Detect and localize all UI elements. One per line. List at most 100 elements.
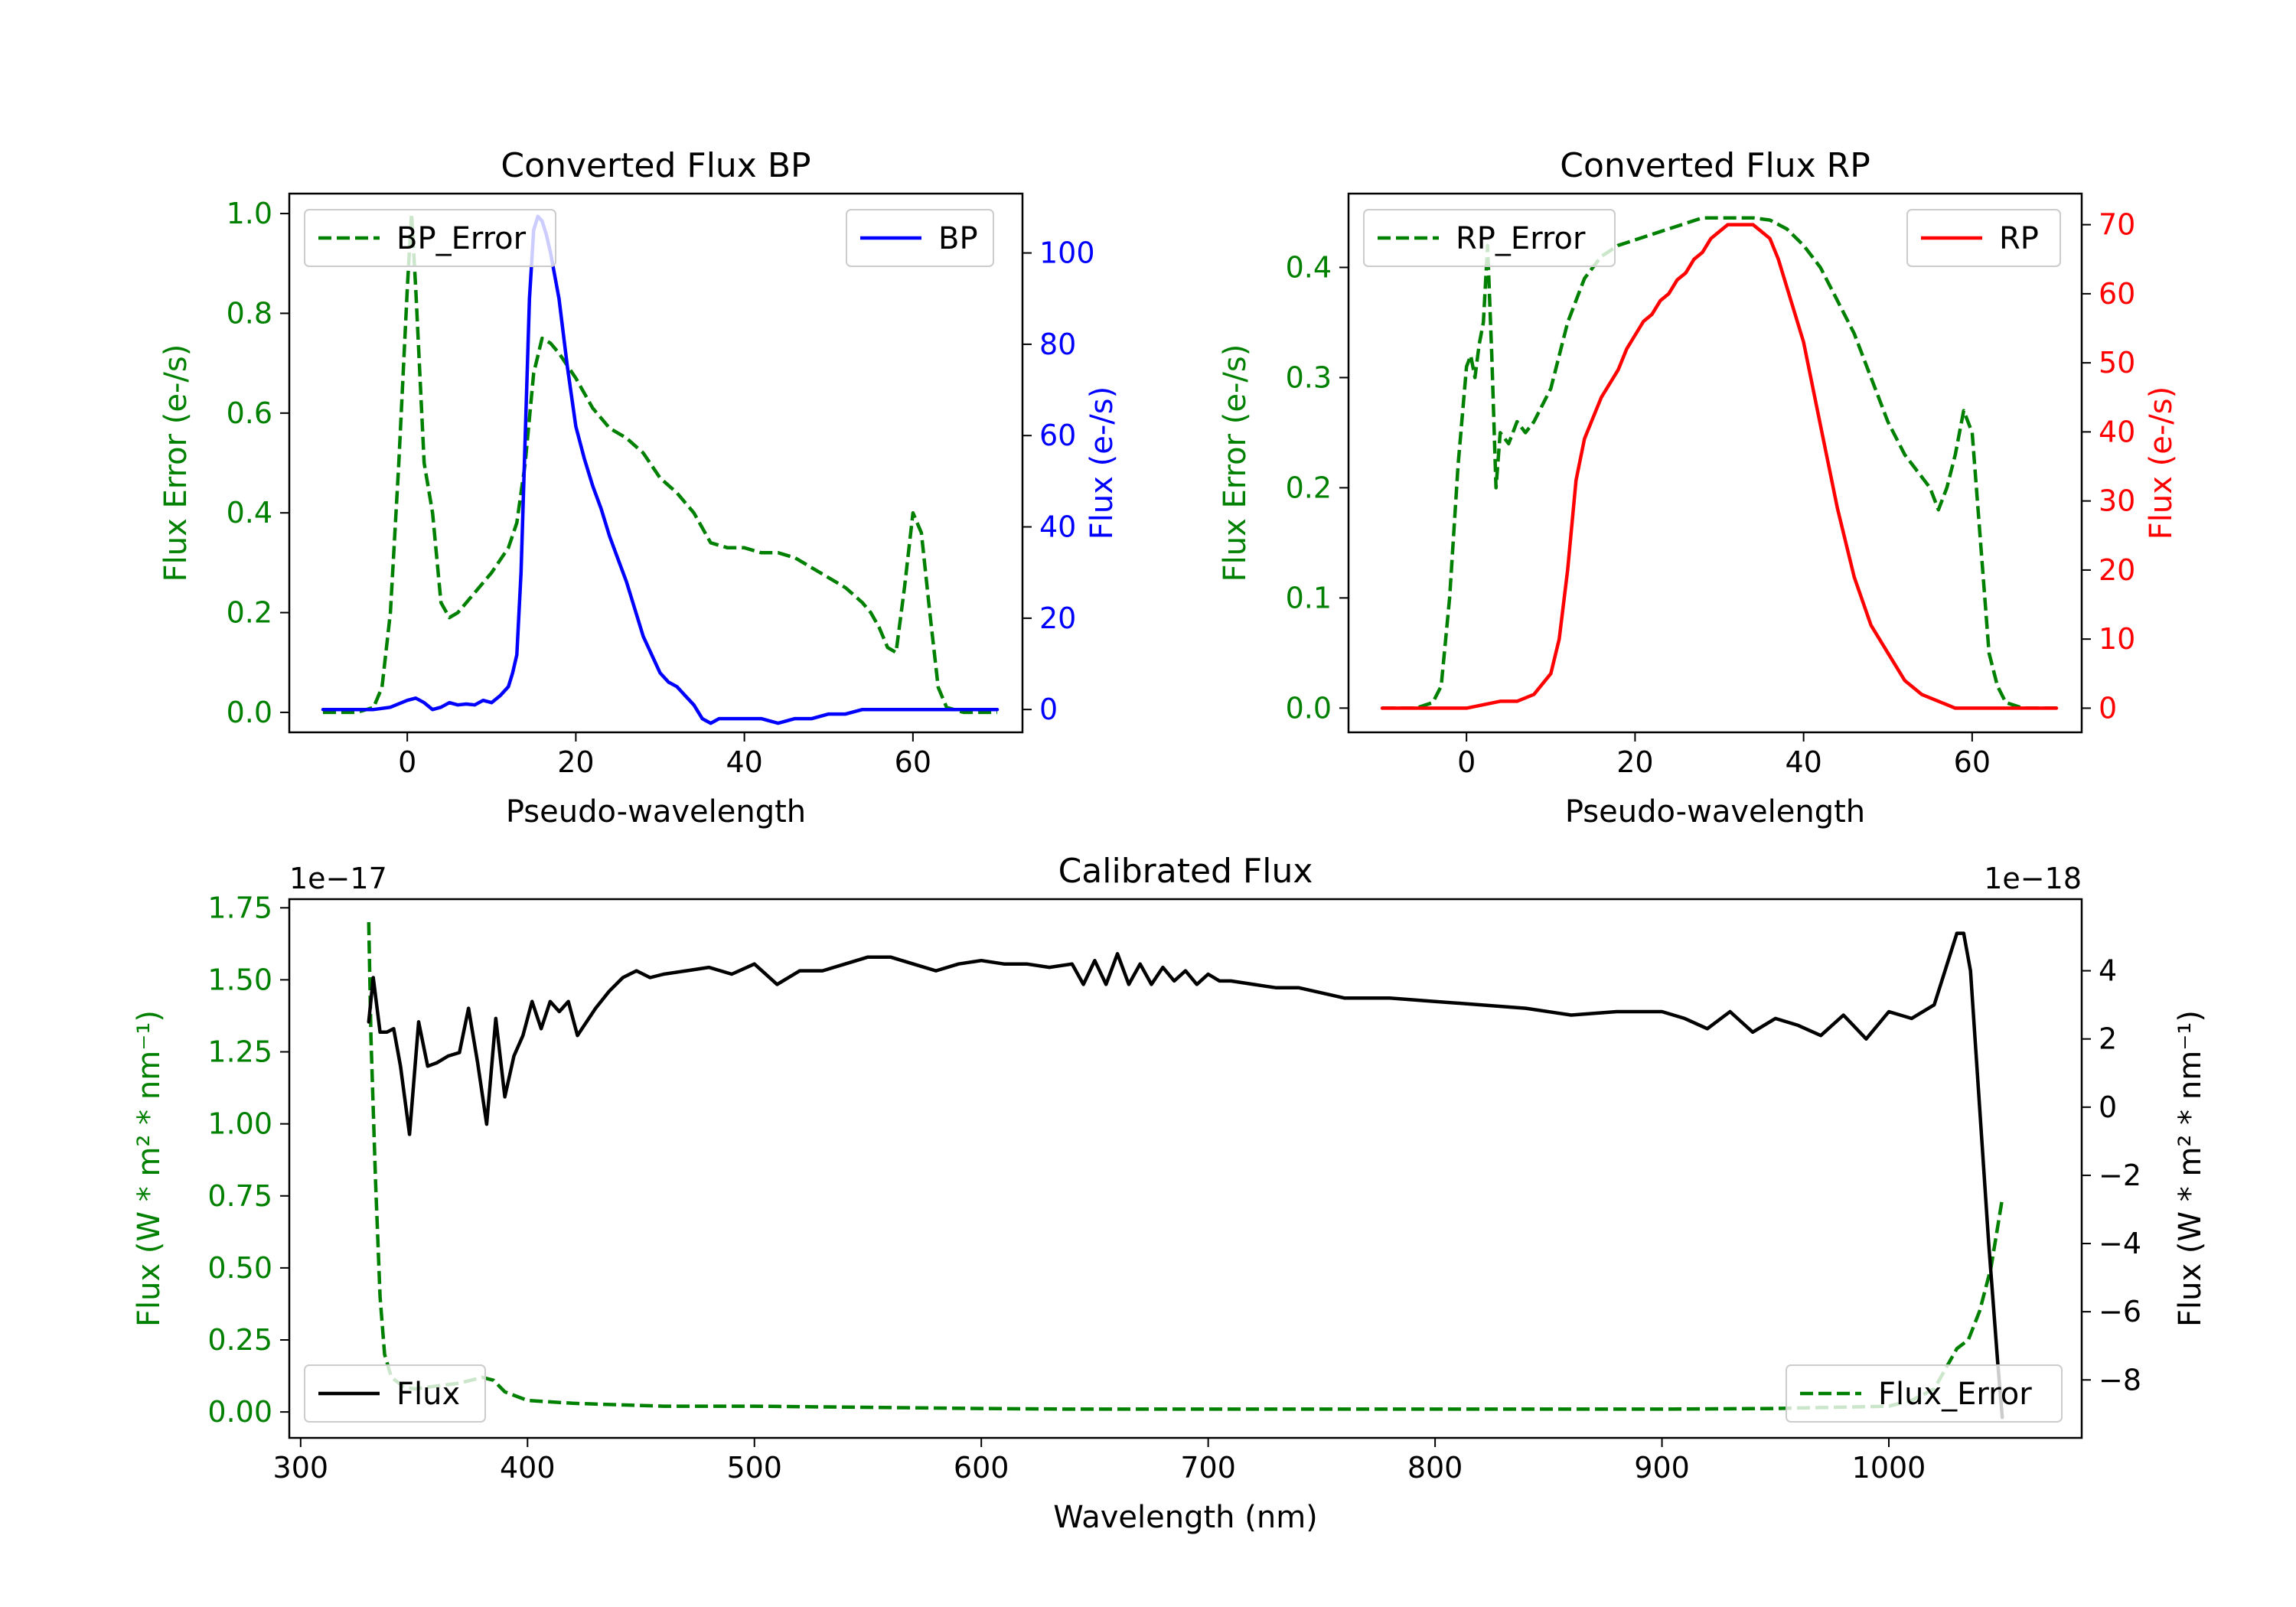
x-axis-label: Wavelength (nm) xyxy=(1053,1500,1318,1535)
y-left-tick-label: 0.6 xyxy=(227,396,272,430)
plot-frame xyxy=(288,192,1024,734)
y-right-tick-label: 60 xyxy=(2099,277,2135,311)
plot-frame xyxy=(288,898,2083,1439)
legend-box xyxy=(304,1364,486,1423)
y-left-tick-label: 1.25 xyxy=(207,1035,272,1069)
y-right-tick-label: 20 xyxy=(2099,553,2135,587)
y-left-tick-label: 0.0 xyxy=(1286,691,1332,725)
y-left-tick-label: 0.75 xyxy=(207,1179,272,1213)
legend-label: BP xyxy=(938,221,978,256)
y-left-tick-label: 0.2 xyxy=(1286,471,1332,504)
y-right-tick-label: 2 xyxy=(2099,1022,2117,1056)
legend-left: BP_Error xyxy=(304,209,556,267)
x-tick-label: 0 xyxy=(398,745,416,779)
y-right-tick-label: 0 xyxy=(1039,693,1058,726)
x-tick-label: 900 xyxy=(1634,1451,1690,1485)
y-left-tick-label: 1.50 xyxy=(207,963,272,996)
y-left-tick-label: 1.0 xyxy=(227,197,272,230)
chart-title: Converted Flux RP xyxy=(1560,146,1870,185)
y-left-axis-label: Flux (W * m² * nm⁻¹) xyxy=(132,1010,167,1327)
legend-label: BP_Error xyxy=(396,221,527,256)
x-axis-label: Pseudo-wavelength xyxy=(1565,794,1865,830)
y-left-tick-label: 0.25 xyxy=(207,1323,272,1357)
y-left-axis-label: Flux Error (e-/s) xyxy=(158,344,194,582)
x-tick-label: 600 xyxy=(954,1451,1009,1485)
y-right-tick-label: −2 xyxy=(2099,1159,2141,1192)
x-tick-label: 40 xyxy=(726,745,762,779)
legend-label: RP xyxy=(1999,221,2039,256)
x-tick-label: 1000 xyxy=(1852,1451,1926,1485)
legend-box xyxy=(1363,209,1616,267)
series-line-flux xyxy=(367,931,2004,1420)
y-right-tick-label: −6 xyxy=(2099,1295,2141,1328)
legend-label: Flux xyxy=(396,1377,460,1412)
legend-label: Flux_Error xyxy=(1878,1377,2032,1412)
x-tick-label: 300 xyxy=(273,1451,329,1485)
y-right-axis-label: Flux (W * m² * nm⁻¹) xyxy=(2173,1010,2208,1327)
x-tick-label: 700 xyxy=(1180,1451,1236,1485)
chart-calibrated: Calibrated Flux 300 400 500 600 700 800 900 1000… xyxy=(132,852,2208,1535)
y-right-tick-label: 30 xyxy=(2099,484,2135,518)
y-left-tick-label: 1.75 xyxy=(207,891,272,924)
y-right-offset-text: 1e−18 xyxy=(1984,862,2082,895)
y-right-tick-label: 70 xyxy=(2099,208,2135,242)
legend-label: RP_Error xyxy=(1456,221,1586,256)
chart-rp: Converted Flux RP 0 20 40 60 Pseudo-wavelengt… xyxy=(1218,146,2179,830)
y-right-tick-label: 0 xyxy=(2099,691,2117,725)
y-left-axis-label: Flux Error (e-/s) xyxy=(1218,344,1253,582)
x-tick-label: 20 xyxy=(557,745,594,779)
x-tick-label: 0 xyxy=(1457,745,1476,779)
y-left-tick-label: 0.3 xyxy=(1286,360,1332,394)
y-right-tick-label: 60 xyxy=(1039,419,1076,452)
y-right-tick-label: 10 xyxy=(2099,622,2135,656)
series-line-rp xyxy=(1380,223,2059,710)
y-right-tick-label: 4 xyxy=(2099,954,2117,988)
y-left-tick-label: 0.50 xyxy=(207,1251,272,1285)
y-right-tick-label: 40 xyxy=(1039,510,1076,544)
y-left-tick-label: 0.0 xyxy=(227,696,272,729)
legend-right: RP xyxy=(1906,209,2061,267)
series-line-rp-error xyxy=(1382,216,2056,710)
y-right-tick-label: 40 xyxy=(2099,415,2135,448)
x-tick-label: 500 xyxy=(726,1451,782,1485)
legend-box xyxy=(1786,1364,2063,1423)
legend-left: RP_Error xyxy=(1363,209,1616,267)
x-tick-label: 40 xyxy=(1785,745,1821,779)
series-line-bp-error xyxy=(323,211,997,715)
legend-left: Flux xyxy=(304,1364,486,1423)
series-line-bp xyxy=(321,214,1000,725)
legend-right: Flux_Error xyxy=(1786,1364,2063,1423)
y-left-tick-label: 0.00 xyxy=(207,1395,272,1429)
y-left-offset-text: 1e−17 xyxy=(289,862,387,895)
y-right-tick-label: −8 xyxy=(2099,1363,2141,1397)
y-right-tick-label: 80 xyxy=(1039,328,1076,361)
y-right-tick-label: 100 xyxy=(1039,236,1095,270)
y-left-tick-label: 0.8 xyxy=(227,296,272,330)
legend-right: BP xyxy=(846,209,994,267)
legend-box xyxy=(304,209,556,267)
series-line-flux-error xyxy=(367,922,2004,1411)
y-right-tick-label: 0 xyxy=(2099,1090,2117,1124)
chart-bp: Converted Flux BP 0 20 40 60 Pseudo-wavelengt… xyxy=(158,146,1120,830)
x-tick-label: 60 xyxy=(895,745,931,779)
y-left-tick-label: 0.1 xyxy=(1286,581,1332,614)
chart-title: Calibrated Flux xyxy=(1058,852,1313,891)
legend-box xyxy=(1906,209,2061,267)
y-right-axis-label: Flux (e-/s) xyxy=(2144,386,2179,539)
y-right-axis-label: Flux (e-/s) xyxy=(1084,386,1120,539)
x-tick-label: 800 xyxy=(1407,1451,1463,1485)
y-left-tick-label: 0.2 xyxy=(227,596,272,630)
x-tick-label: 60 xyxy=(1954,745,1991,779)
y-right-tick-label: −4 xyxy=(2099,1227,2141,1260)
y-left-tick-label: 1.00 xyxy=(207,1107,272,1141)
y-left-tick-label: 0.4 xyxy=(1286,250,1332,284)
x-tick-label: 20 xyxy=(1616,745,1653,779)
chart-title: Converted Flux BP xyxy=(501,146,810,185)
y-right-tick-label: 50 xyxy=(2099,346,2135,380)
y-right-tick-label: 20 xyxy=(1039,601,1076,635)
plot-frame xyxy=(1347,192,2083,734)
x-tick-label: 400 xyxy=(500,1451,556,1485)
x-axis-label: Pseudo-wavelength xyxy=(506,794,806,830)
y-left-tick-label: 0.4 xyxy=(227,496,272,530)
